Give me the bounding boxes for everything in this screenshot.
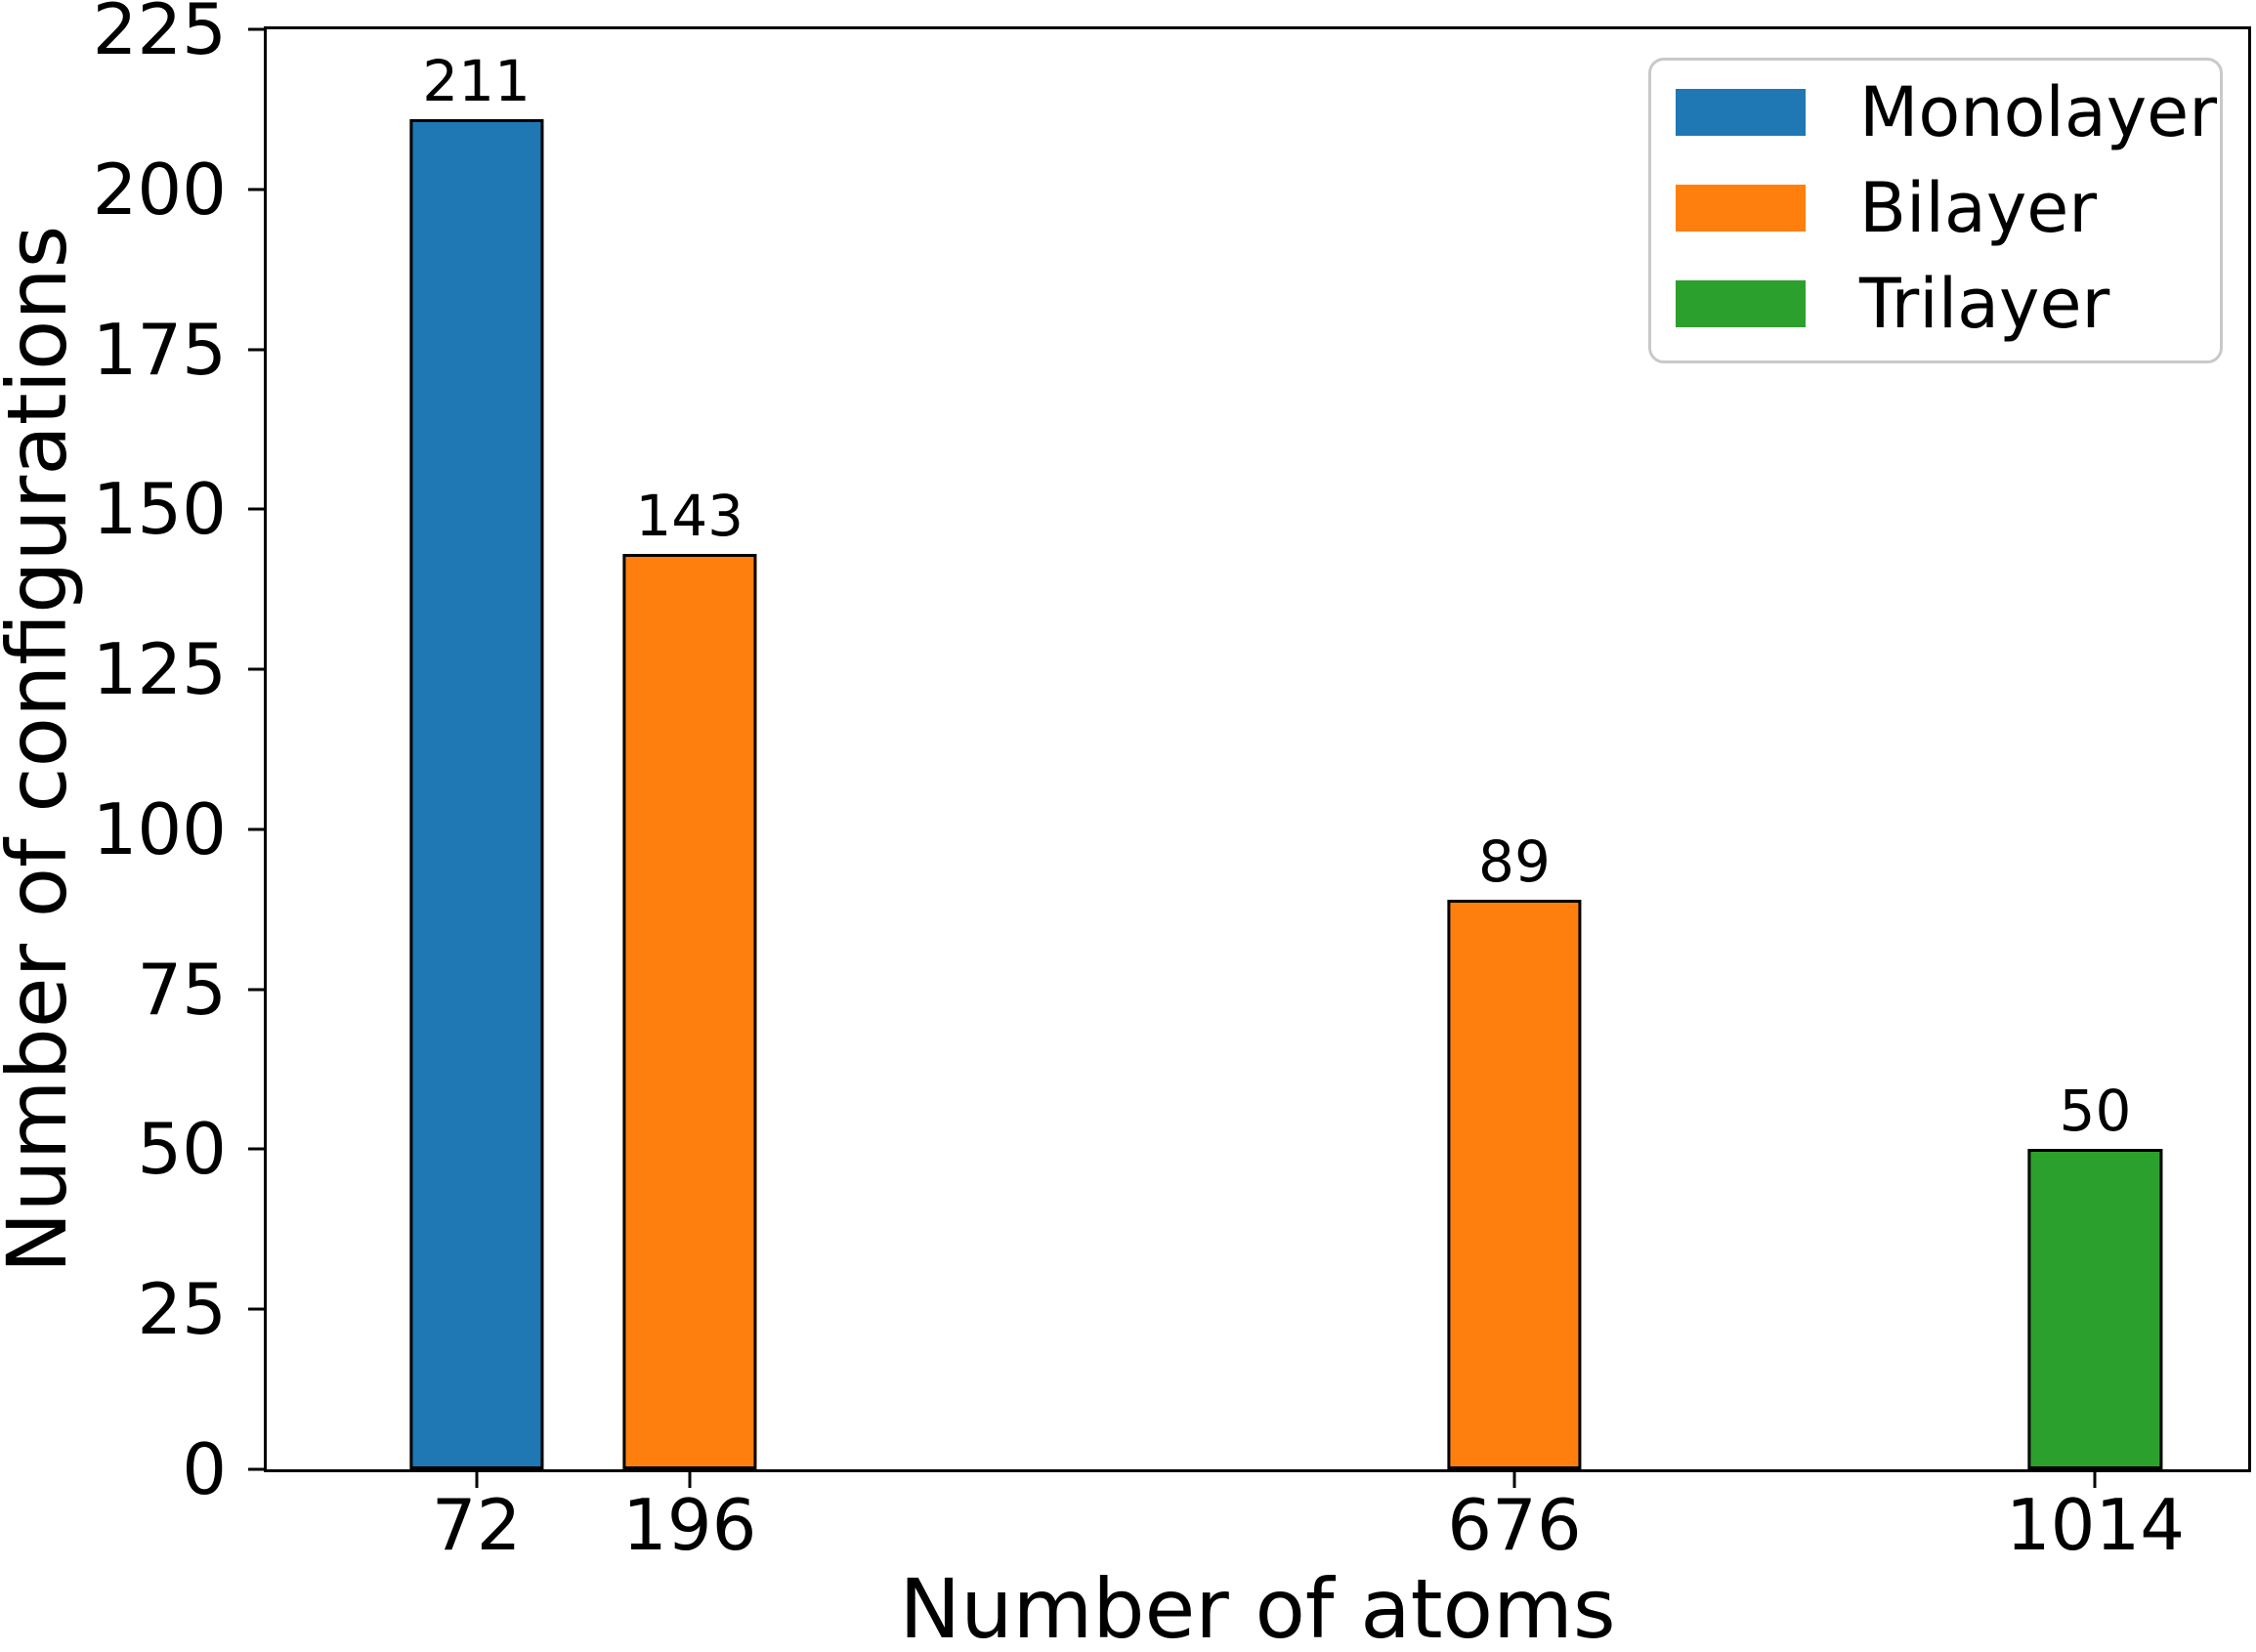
y-tick-label: 125 bbox=[92, 628, 227, 711]
bar-value-label: 211 bbox=[422, 47, 531, 114]
x-tick-mark bbox=[688, 1472, 692, 1488]
y-tick-mark bbox=[248, 188, 264, 191]
y-tick-label: 175 bbox=[92, 308, 227, 391]
legend-label: Bilayer bbox=[1859, 168, 2098, 248]
x-tick-label: 196 bbox=[621, 1484, 757, 1566]
y-tick-label: 225 bbox=[92, 0, 227, 70]
x-tick-mark bbox=[475, 1472, 479, 1488]
bar-value-label: 89 bbox=[1478, 827, 1551, 895]
y-tick-mark bbox=[248, 667, 264, 671]
y-tick-mark bbox=[248, 348, 264, 352]
bar-monolayer bbox=[408, 118, 544, 1469]
x-tick-mark bbox=[2093, 1472, 2097, 1488]
bar-bilayer bbox=[622, 554, 757, 1469]
y-tick-label: 200 bbox=[92, 148, 227, 231]
y-tick-mark bbox=[248, 827, 264, 831]
legend-label: Trilayer bbox=[1859, 264, 2110, 344]
y-tick-label: 150 bbox=[92, 468, 227, 551]
y-tick-label: 0 bbox=[182, 1428, 227, 1510]
legend-row-monolayer: Monolayer bbox=[1676, 72, 2220, 152]
legend-row-trilayer: Trilayer bbox=[1676, 264, 2220, 344]
legend-swatch-monolayer bbox=[1676, 89, 1806, 136]
x-tick-label: 676 bbox=[1447, 1484, 1582, 1566]
legend-label: Monolayer bbox=[1859, 72, 2218, 152]
y-tick-mark bbox=[248, 988, 264, 992]
y-tick-label: 75 bbox=[137, 948, 227, 1031]
y-tick-mark bbox=[248, 507, 264, 511]
y-axis-label: Number of configurations bbox=[0, 225, 85, 1274]
x-tick-label: 72 bbox=[431, 1484, 522, 1566]
legend-swatch-trilayer bbox=[1676, 280, 1806, 327]
bar-bilayer bbox=[1447, 899, 1582, 1469]
x-tick-label: 1014 bbox=[2005, 1484, 2186, 1566]
y-tick-label: 50 bbox=[137, 1108, 227, 1191]
y-tick-label: 25 bbox=[137, 1268, 227, 1351]
bar-value-label: 143 bbox=[635, 483, 745, 550]
bar-trilayer bbox=[2027, 1149, 2163, 1469]
x-tick-mark bbox=[1512, 1472, 1516, 1488]
y-tick-label: 100 bbox=[92, 787, 227, 870]
legend-row-bilayer: Bilayer bbox=[1676, 168, 2220, 248]
x-axis-label: Number of atoms bbox=[899, 1561, 1616, 1652]
y-tick-mark bbox=[248, 1467, 264, 1471]
y-tick-mark bbox=[248, 27, 264, 31]
y-tick-mark bbox=[248, 1147, 264, 1151]
y-tick-mark bbox=[248, 1307, 264, 1311]
bar-value-label: 50 bbox=[2059, 1078, 2132, 1145]
legend-swatch-bilayer bbox=[1676, 185, 1806, 232]
legend: Monolayer Bilayer Trilayer bbox=[1648, 58, 2223, 363]
